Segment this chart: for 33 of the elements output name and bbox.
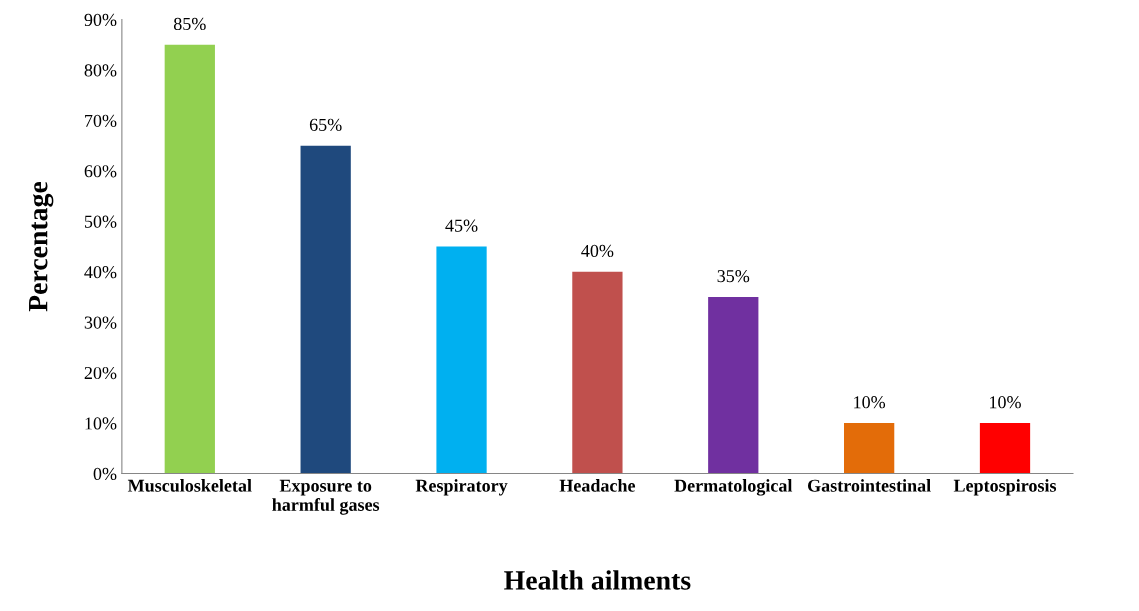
bar bbox=[436, 246, 487, 474]
bar bbox=[844, 423, 895, 474]
bar bbox=[708, 296, 759, 474]
data-label: 85% bbox=[173, 17, 206, 31]
x-tick-label: Dermatological bbox=[674, 479, 793, 496]
y-tick-label: 70% bbox=[85, 114, 117, 127]
y-axis-title: Percentage bbox=[29, 181, 54, 312]
x-tick-label: Musculoskeletal bbox=[127, 479, 252, 492]
y-tick-label: 50% bbox=[84, 215, 117, 228]
x-tick-label: Gastrointestinal bbox=[807, 479, 931, 492]
bar bbox=[300, 145, 351, 474]
data-label: 65% bbox=[309, 118, 342, 131]
data-label: 45% bbox=[445, 219, 478, 232]
x-tick-label: Respiratory bbox=[415, 479, 508, 496]
x-axis-title: Health ailments bbox=[504, 570, 691, 590]
y-tick-label: 60% bbox=[84, 165, 117, 178]
bar bbox=[979, 423, 1031, 474]
y-tick-label: 40% bbox=[84, 266, 117, 279]
x-tick-label: Leptospirosis bbox=[953, 479, 1057, 496]
data-label: 10% bbox=[854, 396, 886, 409]
y-tick-label: 80% bbox=[84, 64, 117, 77]
data-label: 40% bbox=[581, 244, 614, 258]
bar bbox=[572, 271, 623, 474]
data-label: 10% bbox=[990, 396, 1021, 409]
data-label: 35% bbox=[717, 270, 750, 283]
y-tick-label: 30% bbox=[84, 316, 117, 329]
y-tick-label: 0% bbox=[93, 467, 117, 481]
y-tick-label: 20% bbox=[84, 366, 117, 380]
y-tick-label: 10% bbox=[85, 417, 117, 430]
x-tick-label: Exposure to harmful gases bbox=[272, 479, 380, 515]
x-tick-label: Headache bbox=[559, 479, 636, 492]
bar bbox=[164, 44, 215, 474]
y-tick-label: 90% bbox=[84, 13, 117, 27]
